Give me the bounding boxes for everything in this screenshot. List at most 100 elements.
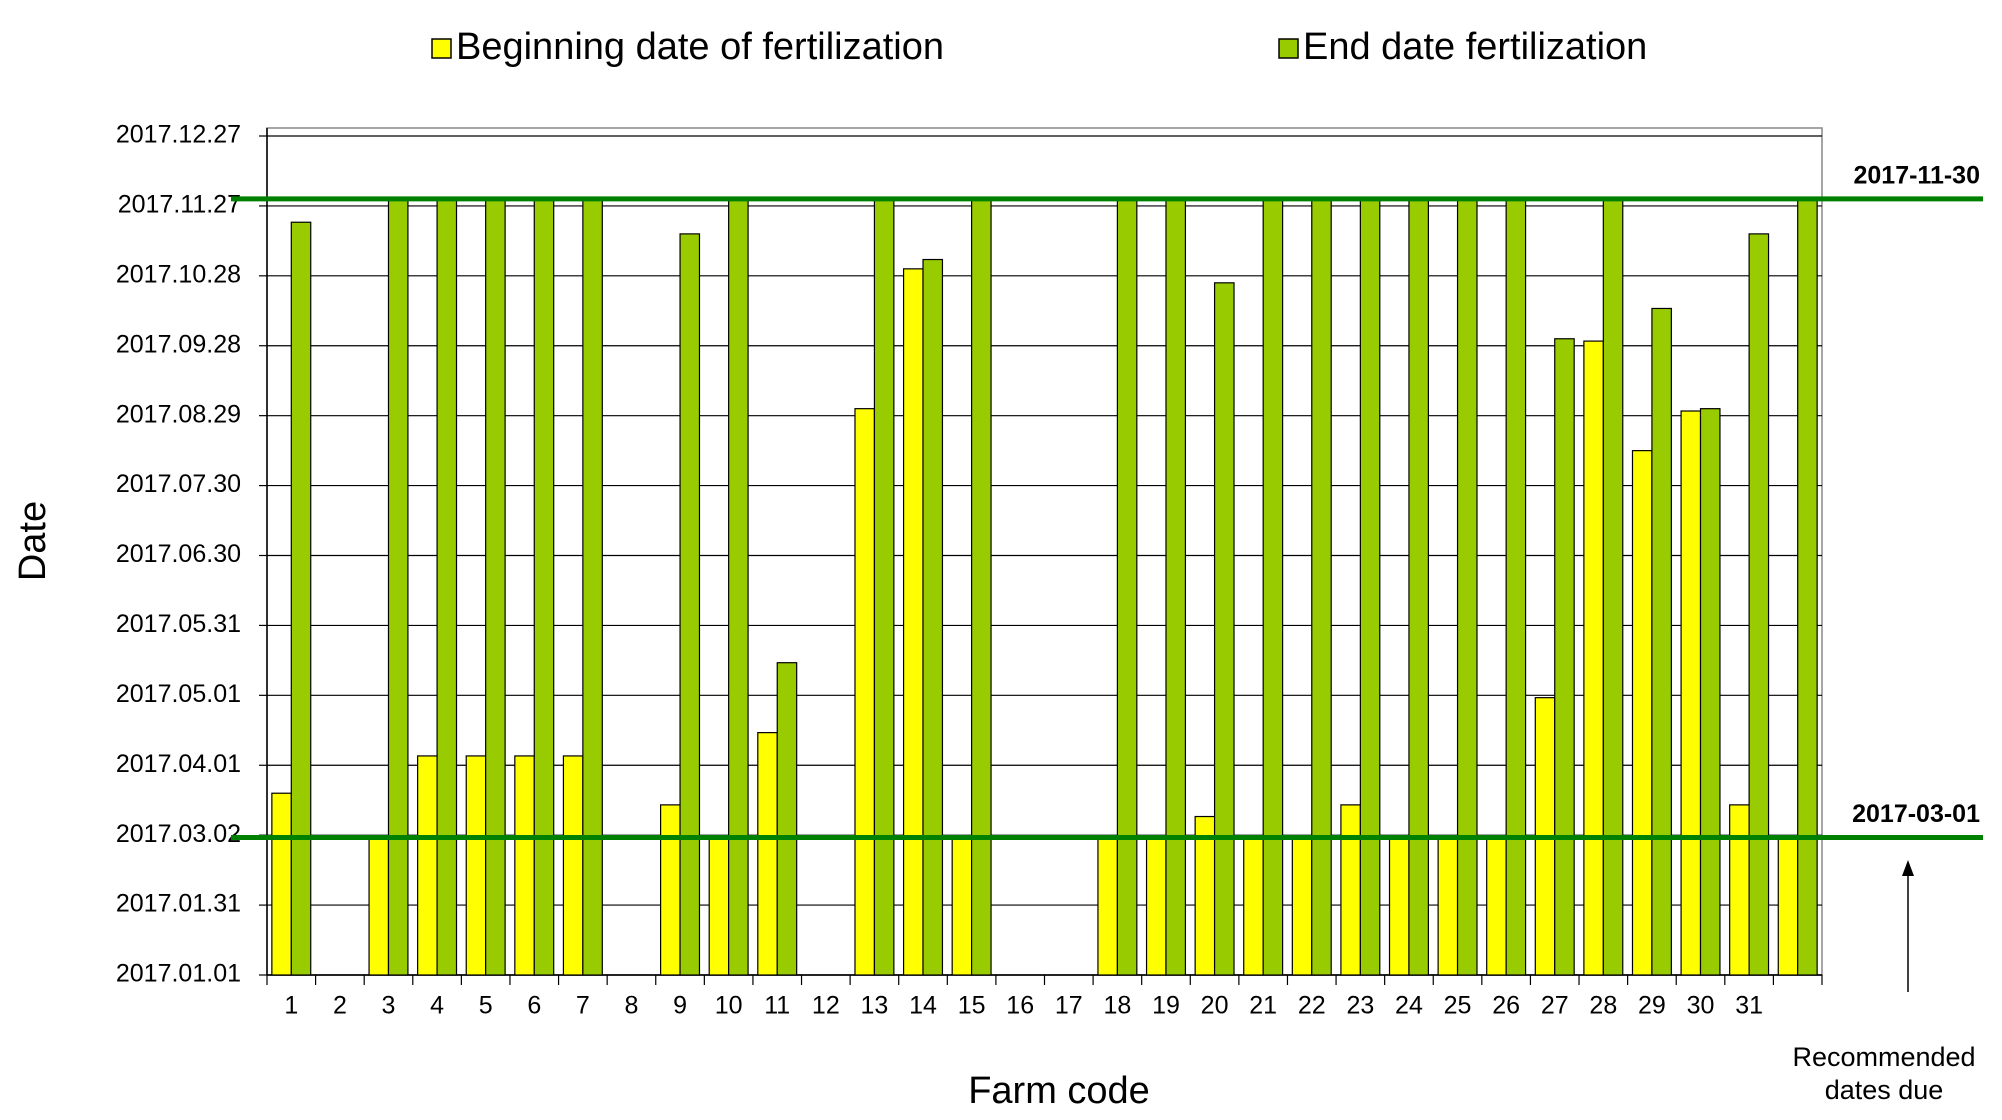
bar	[514, 755, 535, 976]
bar	[922, 258, 944, 976]
y-tick-label: 2017.05.31	[116, 610, 241, 638]
bar	[417, 755, 438, 976]
bar	[485, 198, 506, 976]
x-tick-label: 24	[1395, 992, 1423, 1020]
x-tick-label: 28	[1589, 992, 1617, 1020]
x-tick-label: 22	[1298, 992, 1326, 1020]
bar	[660, 804, 681, 976]
x-tick-label: 9	[673, 992, 687, 1020]
bar	[1359, 198, 1381, 976]
y-tick-label: 2017.05.01	[116, 680, 241, 708]
bar	[1408, 198, 1429, 976]
bar	[1699, 408, 1721, 976]
bar	[1262, 198, 1284, 976]
bar	[1554, 338, 1575, 976]
x-tick-label: 19	[1152, 992, 1180, 1020]
bar	[1388, 836, 1410, 976]
y-tick-label: 2017.12.27	[116, 121, 241, 149]
bar	[1680, 410, 1702, 976]
bar	[1097, 836, 1118, 976]
y-tick-label: 2017.01.31	[116, 890, 241, 918]
bar	[951, 836, 973, 976]
bar	[708, 836, 730, 976]
bar	[1194, 815, 1216, 976]
y-axis-title: Date	[12, 501, 54, 581]
bar	[1437, 836, 1459, 976]
bar	[1505, 198, 1527, 976]
bar	[562, 755, 584, 976]
bar	[1797, 198, 1818, 976]
x-tick-label: 20	[1201, 992, 1229, 1020]
x-tick-label: 18	[1103, 992, 1131, 1020]
x-tick-label: 15	[958, 992, 986, 1020]
bar	[1145, 836, 1167, 976]
y-tick-label: 2017.04.01	[116, 750, 241, 778]
y-tick-label: 2017.03.02	[116, 820, 241, 848]
legend-label: End date fertilization	[1303, 26, 1647, 68]
bar	[902, 268, 924, 976]
bar	[971, 198, 992, 976]
bar	[1165, 198, 1187, 976]
bar	[368, 836, 390, 976]
legend-label: Beginning date of fertilization	[456, 26, 944, 68]
bar	[1340, 804, 1361, 976]
bar	[873, 198, 895, 976]
bar	[1311, 198, 1332, 976]
y-tick-label: 2017.10.28	[116, 260, 241, 288]
x-tick-label: 26	[1492, 992, 1520, 1020]
x-tick-label: 30	[1687, 992, 1715, 1020]
bar	[728, 198, 749, 976]
legend-swatch	[431, 38, 452, 59]
bar	[582, 198, 603, 976]
bar	[436, 198, 458, 976]
bar	[1729, 804, 1750, 976]
y-tick-label: 2017.07.30	[116, 470, 241, 498]
bar	[1243, 836, 1264, 976]
bar	[776, 662, 798, 976]
bar	[854, 408, 876, 976]
x-tick-label: 17	[1055, 992, 1083, 1020]
bar	[533, 198, 555, 976]
x-tick-label: 12	[812, 992, 840, 1020]
bar	[290, 221, 312, 976]
x-tick-label: 6	[527, 992, 541, 1020]
bar	[1291, 836, 1313, 976]
bar	[1486, 836, 1507, 976]
y-tick-label: 2017.11.27	[118, 191, 241, 219]
x-tick-label: 4	[430, 992, 444, 1020]
bar	[387, 198, 409, 976]
x-tick-label: 10	[715, 992, 743, 1020]
x-tick-label: 27	[1541, 992, 1569, 1020]
bar	[1748, 233, 1770, 976]
reference-label: 2017-11-30	[1853, 162, 1980, 190]
bar	[465, 755, 487, 976]
y-tick-label: 2017.09.28	[116, 330, 241, 358]
arrow-head	[1902, 860, 1914, 876]
y-tick-label: 2017.08.29	[116, 400, 241, 428]
bar	[679, 233, 701, 976]
bar	[1456, 198, 1478, 976]
x-tick-label: 29	[1638, 992, 1666, 1020]
x-tick-label: 7	[576, 992, 590, 1020]
x-tick-label: 5	[479, 992, 493, 1020]
x-tick-label: 21	[1249, 992, 1277, 1020]
bar	[271, 792, 292, 976]
bar	[1213, 282, 1235, 976]
bar	[1777, 836, 1799, 976]
x-axis-title: Farm code	[968, 1070, 1150, 1112]
bar	[1583, 340, 1604, 976]
x-tick-label: 8	[625, 992, 639, 1020]
x-tick-label: 16	[1006, 992, 1034, 1020]
reference-label: 2017-03-01	[1852, 800, 1980, 828]
x-tick-label: 31	[1735, 992, 1763, 1020]
annotation: Recommended	[1792, 1042, 1975, 1072]
bar	[1631, 450, 1653, 976]
bar	[1116, 198, 1138, 976]
x-tick-label: 25	[1444, 992, 1472, 1020]
x-tick-label: 3	[382, 992, 396, 1020]
annotation: dates due	[1825, 1075, 1944, 1105]
x-tick-label: 1	[284, 992, 298, 1020]
x-tick-label: 11	[764, 992, 790, 1020]
bar	[1651, 307, 1672, 976]
